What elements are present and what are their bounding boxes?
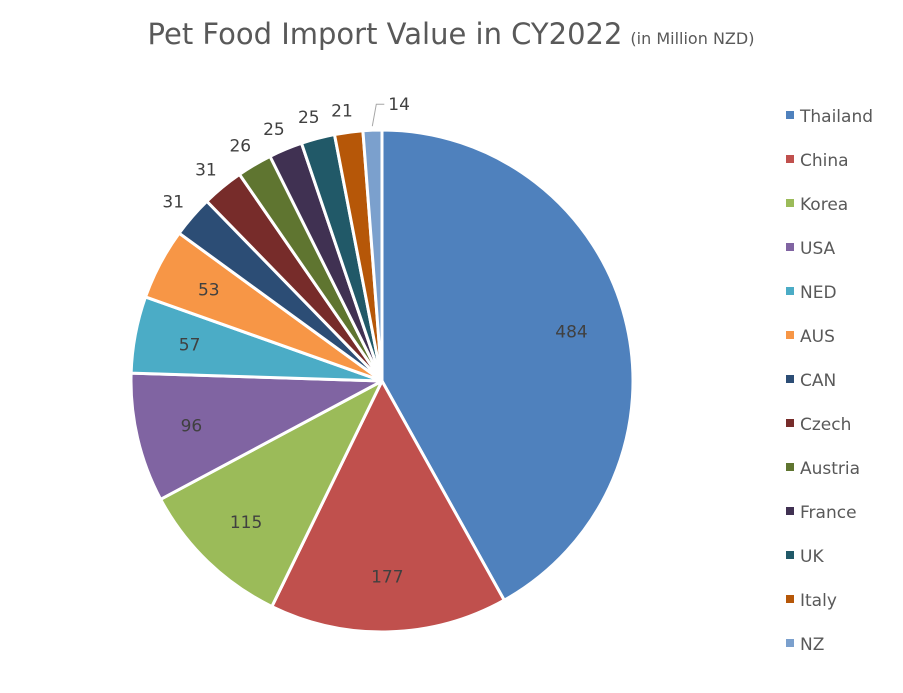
slice-label-france: 25 — [263, 120, 285, 140]
slice-china — [270, 379, 506, 634]
legend-label-france: France — [800, 503, 857, 523]
legend-swatch-thailand — [786, 111, 794, 119]
legend-label-usa: USA — [800, 239, 836, 259]
chart-subtitle: (in Million NZD) — [630, 29, 754, 48]
slice-label-austria: 26 — [229, 137, 251, 157]
legend-label-thailand: Thailand — [799, 107, 873, 127]
legend-label-austria: Austria — [800, 459, 860, 479]
slice-labels: 484 177 115 96 57 53 31 31 26 25 25 21 14 — [162, 95, 587, 588]
legend-swatch-austria — [786, 463, 794, 471]
legend-swatch-ned — [786, 287, 794, 295]
legend-label-can: CAN — [800, 371, 836, 391]
legend-swatch-france — [786, 507, 794, 515]
legend-label-china: China — [800, 151, 849, 171]
legend-label-italy: Italy — [800, 591, 837, 611]
legend-label-korea: Korea — [800, 195, 848, 215]
slice-nz — [361, 128, 384, 383]
slice-label-italy: 21 — [331, 101, 353, 121]
slice-label-uk: 25 — [298, 108, 320, 128]
slice-label-china: 177 — [371, 568, 403, 588]
legend-swatch-china — [786, 155, 794, 163]
slice-label-usa: 96 — [181, 417, 203, 437]
legend-swatch-aus — [786, 331, 794, 339]
legend-swatch-usa — [786, 243, 794, 251]
legend-label-uk: UK — [800, 547, 824, 567]
legend-swatch-uk — [786, 551, 794, 559]
legend-swatch-italy — [786, 595, 794, 603]
legend: Thailand China Korea USA NED AUS CAN Czech Austr… — [786, 107, 873, 655]
legend-swatch-nz — [786, 639, 794, 647]
slice-usa — [129, 371, 384, 501]
legend-swatch-can — [786, 375, 794, 383]
slice-label-thailand: 484 — [555, 323, 587, 343]
pie-slices — [129, 128, 635, 634]
slice-korea — [159, 379, 384, 609]
slice-label-nz: 14 — [388, 95, 410, 115]
legend-label-nz: NZ — [800, 635, 824, 655]
legend-swatch-korea — [786, 199, 794, 207]
chart-title: Pet Food Import Value in CY2022 — [148, 17, 623, 51]
slice-label-czech: 31 — [195, 161, 217, 181]
slice-label-can: 31 — [162, 193, 184, 213]
leader-line-nz — [371, 103, 385, 127]
legend-label-czech: Czech — [800, 415, 851, 435]
legend-swatch-czech — [786, 419, 794, 427]
slice-label-ned: 57 — [179, 336, 201, 356]
chart-title-main: Pet Food Import Value in CY2022 — [148, 17, 623, 51]
legend-label-ned: NED — [800, 283, 837, 303]
slice-label-korea: 115 — [230, 513, 262, 533]
slice-label-aus: 53 — [198, 281, 220, 301]
slice-thailand — [380, 128, 635, 602]
legend-label-aus: AUS — [800, 327, 835, 347]
